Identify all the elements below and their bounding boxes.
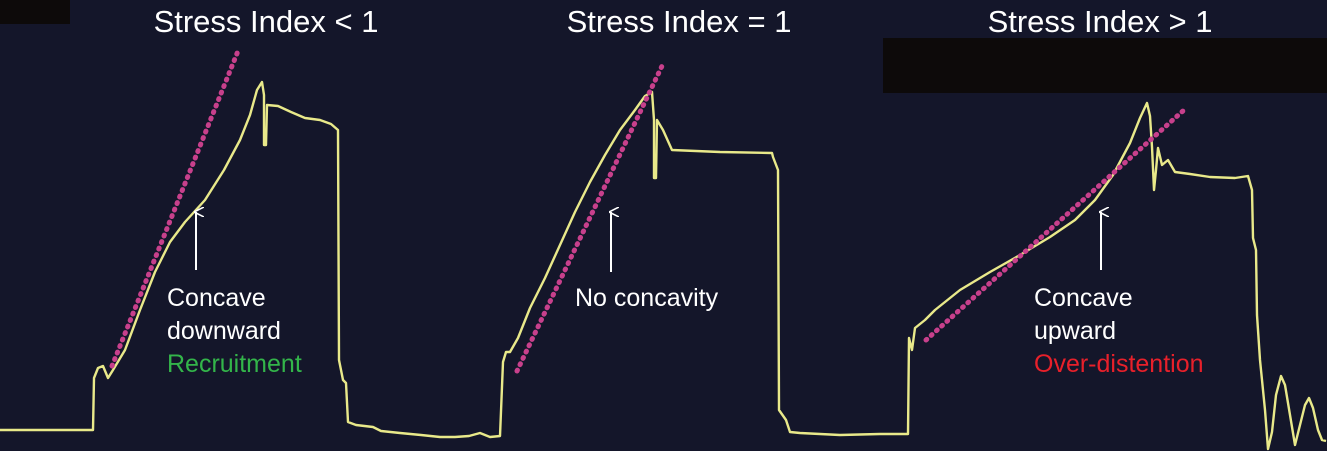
caption-line: upward bbox=[1034, 317, 1116, 345]
top-left-occluder bbox=[0, 0, 70, 24]
caption-line: Concave bbox=[1034, 284, 1133, 312]
interpretation-label: Over-distention bbox=[1034, 350, 1204, 378]
reference-line-panel-3 bbox=[923, 107, 1187, 343]
panel-1-title: Stress Index < 1 bbox=[153, 4, 379, 39]
reference-line-panel-1 bbox=[109, 48, 241, 369]
top-right-occluder bbox=[883, 38, 1327, 93]
panel-1-caption: Concave downward Recruitment bbox=[167, 282, 302, 381]
pressure-waveform bbox=[0, 80, 1327, 451]
panel-2-caption: No concavity bbox=[575, 282, 718, 315]
panel-3-title: Stress Index > 1 bbox=[987, 4, 1213, 39]
caption-line: Concave bbox=[167, 284, 266, 312]
caption-line: No concavity bbox=[575, 284, 719, 312]
panel-2-title: Stress Index = 1 bbox=[566, 4, 792, 39]
interpretation-label: Recruitment bbox=[167, 350, 302, 378]
caption-line: downward bbox=[167, 317, 281, 345]
reference-line-panel-2 bbox=[514, 63, 665, 374]
panel-3-caption: Concave upward Over-distention bbox=[1034, 282, 1204, 381]
